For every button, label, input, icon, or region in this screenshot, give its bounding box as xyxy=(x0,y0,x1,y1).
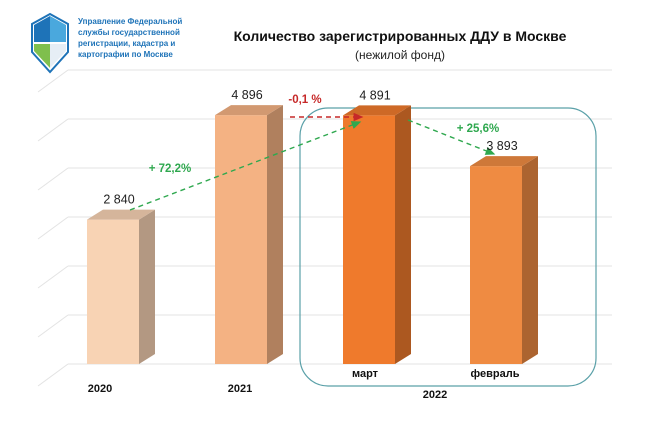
grid-line-side xyxy=(37,363,69,387)
bar-side xyxy=(267,105,283,365)
org-line: регистрации, кадастра и xyxy=(78,39,176,48)
value-label: 2 840 xyxy=(103,193,134,207)
bar-0 xyxy=(87,209,155,364)
chart-bars xyxy=(87,105,538,365)
category-label: 2021 xyxy=(228,383,252,395)
grid-line-side xyxy=(37,314,69,338)
grid-line-side xyxy=(37,265,69,289)
bar-2 xyxy=(343,105,411,364)
bar-front xyxy=(87,219,139,364)
group-label: 2022 xyxy=(423,389,447,401)
org-line: службы государственной xyxy=(78,28,180,37)
bar-front xyxy=(215,115,267,365)
chart-annotations: + 72,2% -0,1 % + 25,6% xyxy=(129,94,500,211)
organization-name: Управление Федеральной службы государств… xyxy=(78,16,198,60)
bar-side xyxy=(522,156,538,364)
change-label: + 72,2% xyxy=(149,163,192,175)
bar-3 xyxy=(470,156,538,364)
org-line: Управление Федеральной xyxy=(78,17,183,26)
bar-top xyxy=(215,105,283,116)
bar-front xyxy=(343,115,395,364)
grid-line-side xyxy=(37,69,69,93)
change-label: + 25,6% xyxy=(457,123,500,135)
category-label: февраль xyxy=(471,368,520,380)
org-line: картографии по Москве xyxy=(78,50,173,59)
change-label: -0,1 % xyxy=(288,94,321,106)
grid-line-side xyxy=(37,167,69,191)
chart-labels: 2 840 4 896 4 891 3 893 2020 2021 март февраль 2… xyxy=(88,88,520,401)
rosreestr-logo-icon xyxy=(31,12,69,74)
bar-top xyxy=(470,156,538,167)
value-label: 4 896 xyxy=(231,88,262,102)
bar-front xyxy=(470,166,522,364)
category-label: 2020 xyxy=(88,383,112,395)
value-label: 4 891 xyxy=(359,88,390,102)
change-arrow xyxy=(407,119,496,155)
grid-line-side xyxy=(37,216,69,240)
category-label: март xyxy=(352,368,379,380)
bar-1 xyxy=(215,105,283,365)
chart-title: Количество зарегистрированных ДДУ в Моск… xyxy=(233,28,567,44)
bar-side xyxy=(139,209,155,364)
bar-side xyxy=(395,105,411,364)
chart-subtitle: (нежилой фонд) xyxy=(355,48,445,62)
bar-top xyxy=(87,209,155,220)
group-2022-frame xyxy=(299,107,597,387)
value-label: 3 893 xyxy=(486,139,517,153)
grid-line-side xyxy=(37,118,69,142)
